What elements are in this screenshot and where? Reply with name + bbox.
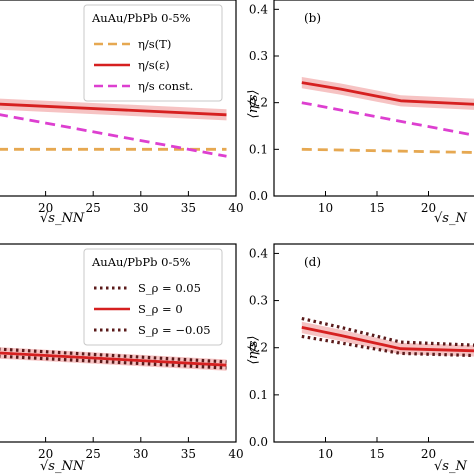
x-tick-label: 40 xyxy=(228,201,243,215)
x-axis-label-d: √s_N xyxy=(434,459,467,474)
legend-entry: S_ρ = 0.05 xyxy=(138,281,201,295)
x-tick-label: 10 xyxy=(318,201,333,215)
series-line-a-1 xyxy=(0,102,227,117)
y-tick-label: 0.3 xyxy=(249,294,268,308)
x-axis-label-c: √s_NN xyxy=(40,459,85,474)
legend-title: AuAu/PbPb 0-5% xyxy=(91,255,191,269)
x-tick-label: 20 xyxy=(38,201,53,215)
series-line-c-1 xyxy=(0,351,227,367)
y-tick-label: 0.1 xyxy=(249,142,268,156)
x-tick-label: 30 xyxy=(133,201,148,215)
legend-panel-a: AuAu/PbPb 0-5% η/s(T) η/s(ε) η/s const. xyxy=(83,4,223,102)
axes-layer: 20 25 30 35 40 10 15 20 0.0 0.1 0.2 0.3 0.4 20 25 30 35 4… xyxy=(0,0,474,461)
legend-entry: η/s(T) xyxy=(138,37,171,51)
x-tick-label: 20 xyxy=(38,447,53,461)
y-axis-label-d: ⟨η/s⟩ xyxy=(246,336,261,365)
x-axis-label-a: √s_NN xyxy=(40,211,85,226)
series-line-d-1 xyxy=(301,326,474,353)
series-line-b-2 xyxy=(301,147,474,154)
y-tick-label: 0.4 xyxy=(249,2,268,16)
x-tick-label: 10 xyxy=(318,447,333,461)
uncertainty-band xyxy=(301,77,474,110)
x-axis-label-b: √s_N xyxy=(434,211,467,226)
panel-label-d: (d) xyxy=(304,255,321,269)
series-line-b-0 xyxy=(301,81,474,106)
y-tick-label: 0.0 xyxy=(249,189,268,203)
series-line-c-0 xyxy=(0,347,227,364)
y-tick-label: 0.0 xyxy=(249,435,268,449)
x-tick-label: 15 xyxy=(369,201,384,215)
x-tick-label: 20 xyxy=(421,201,436,215)
legend-entry: η/s(ε) xyxy=(138,58,170,72)
legend-entry: η/s const. xyxy=(138,79,193,93)
y-tick-label: 0.2 xyxy=(249,341,268,355)
y-tick-label: 0.3 xyxy=(249,49,268,63)
x-tick-label: 15 xyxy=(369,447,384,461)
series-line-a-2 xyxy=(0,113,227,158)
x-tick-label: 25 xyxy=(86,447,101,461)
x-tick-label: 30 xyxy=(133,447,148,461)
legend-entry: S_ρ = −0.05 xyxy=(138,323,211,337)
legend-panel-c: AuAu/PbPb 0-5% S_ρ = 0.05 S_ρ = 0 S_ρ = … xyxy=(83,248,223,346)
series-line-d-0 xyxy=(301,316,474,347)
series-line-b-1 xyxy=(301,101,474,137)
legend-title: AuAu/PbPb 0-5% xyxy=(91,11,191,25)
y-tick-label: 0.4 xyxy=(249,246,268,260)
series-line-c-2 xyxy=(0,354,227,370)
legend-box xyxy=(83,4,223,102)
axes-frame-c xyxy=(0,243,237,443)
y-tick-label: 0.1 xyxy=(249,388,268,402)
series-line-d-2 xyxy=(301,334,474,358)
panel-label-b: (b) xyxy=(304,11,321,25)
x-tick-label: 25 xyxy=(86,201,101,215)
uncertainty-band xyxy=(301,321,474,357)
y-tick-label: 0.2 xyxy=(249,96,268,110)
x-tick-label: 35 xyxy=(181,201,196,215)
series-layer xyxy=(0,81,474,370)
legend-box xyxy=(83,248,223,346)
x-tick-label: 35 xyxy=(181,447,196,461)
axes-frame-a xyxy=(0,0,237,197)
x-tick-label: 40 xyxy=(228,447,243,461)
legend-entry: S_ρ = 0 xyxy=(138,302,183,316)
y-axis-label-b: ⟨η/s⟩ xyxy=(246,90,261,119)
x-tick-label: 20 xyxy=(421,447,436,461)
